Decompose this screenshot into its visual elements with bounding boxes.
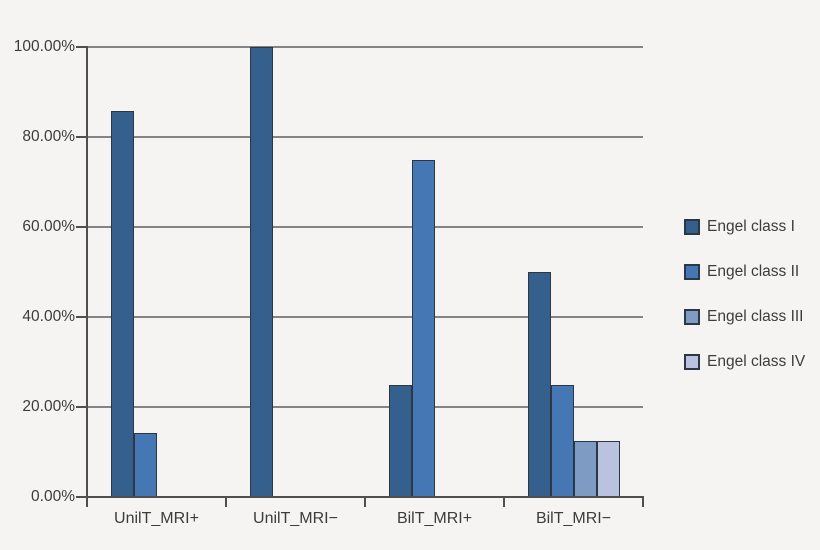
legend-item-engel-class-ii: Engel class II	[684, 263, 805, 281]
y-axis-tick-label-60pct: 60.00%	[22, 218, 75, 235]
legend-swatch-engel-class-i	[684, 219, 700, 235]
y-axis-tick-40pct	[76, 316, 87, 318]
bar-engel-class-iv-bilt-mri-minus	[596, 440, 620, 497]
legend-item-engel-class-i: Engel class I	[684, 218, 805, 236]
legend-label-engel-class-ii: Engel class II	[707, 263, 800, 280]
y-axis-tick-label-40pct: 40.00%	[22, 308, 75, 325]
bar-engel-class-ii-unilt-mri-plus	[133, 432, 157, 497]
legend-item-engel-class-iii: Engel class III	[684, 308, 805, 326]
y-axis-tick-60pct	[76, 226, 87, 228]
y-axis-tick-label-0pct: 0.00%	[31, 488, 75, 505]
gridline-60pct	[87, 226, 643, 228]
legend-item-engel-class-iv: Engel class IV	[684, 353, 805, 371]
y-axis-tick-label-100pct: 100.00%	[13, 38, 75, 55]
y-axis-tick-label-20pct: 20.00%	[22, 398, 75, 415]
gridline-20pct	[87, 406, 643, 408]
y-axis-tick-80pct	[76, 136, 87, 138]
y-axis-tick-100pct	[76, 46, 87, 48]
bar-engel-class-ii-bilt-mri-plus	[411, 159, 435, 497]
y-axis-tick-label-80pct: 80.00%	[22, 128, 75, 145]
y-axis-tick-0pct	[76, 496, 87, 498]
bar-engel-class-i-unilt-mri-plus	[110, 111, 134, 497]
x-axis-tick-2	[364, 497, 366, 507]
bar-engel-class-i-bilt-mri-plus	[388, 384, 412, 497]
x-axis-category-label-bilt-mri-minus: BilT_MRI−	[535, 510, 612, 527]
x-axis-tick-3	[503, 497, 505, 507]
legend-label-engel-class-iv: Engel class IV	[707, 353, 806, 370]
x-axis-tick-1	[225, 497, 227, 507]
x-axis-tick-4	[642, 497, 644, 507]
legend-swatch-engel-class-ii	[684, 264, 700, 280]
bar-engel-class-i-bilt-mri-minus	[527, 272, 551, 497]
bar-engel-class-ii-bilt-mri-minus	[550, 384, 574, 497]
x-axis-category-label-unilt-mri-plus: UnilT_MRI+	[114, 510, 199, 527]
y-axis-line	[86, 46, 88, 506]
bar-engel-class-i-unilt-mri-minus	[249, 47, 273, 497]
legend-label-engel-class-i: Engel class I	[707, 218, 795, 235]
gridline-40pct	[87, 316, 643, 318]
legend-swatch-engel-class-iv	[684, 354, 700, 370]
x-axis-tick-0	[86, 497, 88, 507]
legend: Engel class I Engel class II Engel class I…	[684, 218, 805, 398]
x-axis-category-label-bilt-mri-plus: BilT_MRI+	[396, 510, 473, 527]
plot-area: 0.00% 20.00% 40.00% 60.00% 80.00% 100.00% Unil…	[14, 38, 644, 527]
gridline-100pct	[87, 46, 643, 48]
legend-label-engel-class-iii: Engel class III	[707, 308, 804, 325]
gridline-80pct	[87, 136, 643, 138]
x-axis-category-label-unilt-mri-minus: UnilT_MRI−	[253, 510, 338, 527]
bar-engel-class-iii-bilt-mri-minus	[573, 440, 597, 497]
legend-swatch-engel-class-iii	[684, 309, 700, 325]
y-axis-tick-20pct	[76, 406, 87, 408]
